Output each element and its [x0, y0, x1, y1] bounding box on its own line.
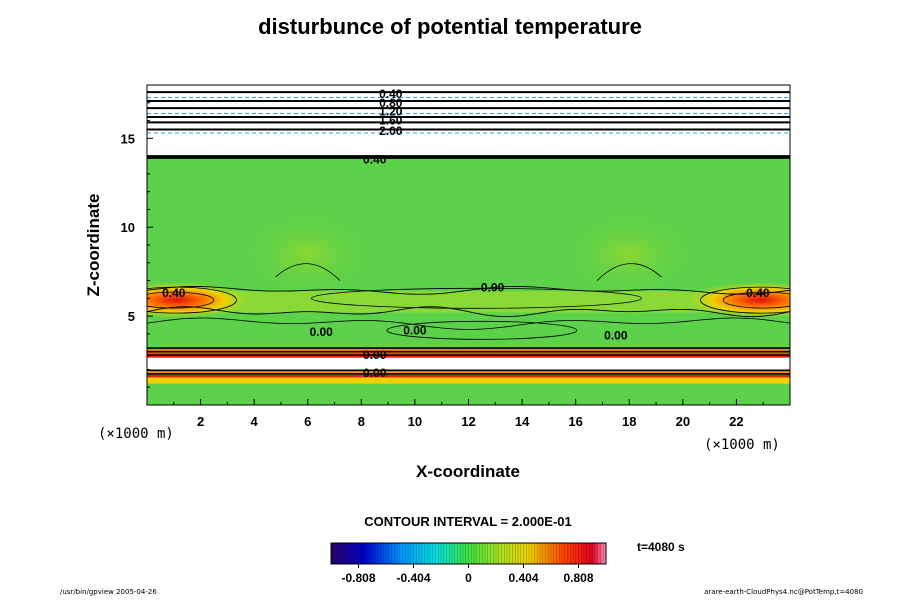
hot-core-contour — [147, 286, 237, 314]
x-tick-label: 8 — [358, 414, 365, 429]
y-axis-ticks: 5 10 15 — [121, 84, 153, 388]
colorbar-tick-label: 0 — [465, 571, 472, 585]
x-tick-label: 6 — [304, 414, 311, 429]
contour-label-0: 0.40 — [162, 286, 186, 300]
colorbar-ticks: -0.808 -0.404 0 0.404 0.808 — [341, 564, 594, 585]
warm-contour-left — [275, 263, 341, 281]
footer-right: arare-earth-CloudPhys4.nc@PotTemp,t=4080 — [704, 588, 863, 596]
x-tick-label: 4 — [251, 414, 259, 429]
x-tick-label: 12 — [461, 414, 475, 429]
zero-contour-low — [386, 320, 578, 340]
colorbar-tick-label: -0.808 — [341, 571, 375, 585]
upper-stacked-label: 0.80 — [379, 96, 403, 110]
chart-title: disturbunce of potential temperature — [258, 14, 642, 39]
x-axis-ticks: 2 4 6 8 10 12 14 16 18 20 22 — [173, 399, 764, 429]
upper-stacked-label: 2.00 — [379, 124, 403, 138]
footer-left: /usr/bin/gpview 2005-04-26 — [60, 588, 157, 596]
low-cold-band — [147, 357, 790, 371]
upper-stacked-label: 1.60 — [379, 114, 403, 128]
x-tick-label: 22 — [729, 414, 743, 429]
x-tick-label: 16 — [568, 414, 582, 429]
upper-stacked-label: 0.40 — [379, 87, 403, 101]
hot-core-left — [147, 282, 252, 319]
wavy-contour — [147, 285, 790, 295]
warm-contour-right — [596, 263, 662, 281]
contour-labels: 0.40 0.40 0.00 0.00 0.00 0.00 0.00 0.40 0.00 0.40… — [162, 87, 770, 380]
time-label: t=4080 s — [637, 540, 685, 554]
contour-interval-label: CONTOUR INTERVAL = 2.000E-01 — [364, 514, 571, 529]
contour-label-6: 0.00 — [363, 348, 387, 362]
bottom-warm-layer — [147, 371, 790, 375]
zero-contour-mid — [311, 287, 642, 309]
contour-label-3: 0.00 — [309, 325, 333, 339]
bottom-hot-layer — [147, 374, 790, 378]
warm-region-left — [237, 208, 378, 299]
mid-band — [147, 291, 790, 313]
x-tick-label: 14 — [515, 414, 530, 429]
contour-label-7: 0.40 — [363, 153, 387, 167]
contour-label-5: 0.00 — [604, 329, 628, 343]
hot-core-contour — [700, 286, 790, 314]
contour-label-2: 0.00 — [481, 281, 505, 295]
colorbar-tick-label: 0.404 — [508, 571, 538, 585]
y-unit-label: (×1000 m) — [98, 426, 174, 442]
wavy-contour — [147, 317, 790, 330]
colorbar-tick-label: -0.404 — [396, 571, 430, 585]
upper-stacked-label: 1.20 — [379, 105, 403, 119]
contour-label-4: 0.00 — [403, 323, 427, 337]
x-unit-label: (×1000 m) — [704, 437, 780, 453]
hot-core-contour — [147, 291, 215, 309]
x-tick-label: 2 — [197, 414, 204, 429]
hot-core-contour — [722, 291, 790, 309]
wavy-contour — [147, 306, 790, 318]
x-tick-label: 20 — [676, 414, 690, 429]
bottom-yellow-layer — [147, 377, 790, 384]
colorbar-tick-label: 0.808 — [563, 571, 593, 585]
y-tick-label: 5 — [128, 309, 135, 324]
y-tick-label: 15 — [121, 131, 135, 146]
y-axis-label: Z-coordinate — [84, 194, 103, 297]
x-tick-label: 18 — [622, 414, 636, 429]
warm-region-right — [559, 208, 700, 299]
contour-label-8: 0.00 — [363, 366, 387, 380]
x-tick-label: 10 — [408, 414, 422, 429]
colorbar-dividers — [333, 543, 604, 564]
hot-core-right — [685, 282, 790, 319]
y-tick-label: 10 — [121, 220, 135, 235]
contour-label-1: 0.40 — [746, 286, 770, 300]
contour-lines — [147, 91, 790, 375]
x-axis-label: X-coordinate — [416, 462, 520, 481]
